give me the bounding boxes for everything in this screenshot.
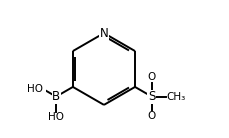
Text: HO: HO (27, 84, 43, 94)
Text: B: B (52, 90, 60, 103)
Text: O: O (147, 72, 155, 82)
Text: O: O (147, 111, 155, 121)
Text: S: S (147, 90, 155, 103)
Text: N: N (99, 27, 108, 40)
Text: CH₃: CH₃ (165, 92, 184, 102)
Text: HO: HO (48, 112, 64, 122)
